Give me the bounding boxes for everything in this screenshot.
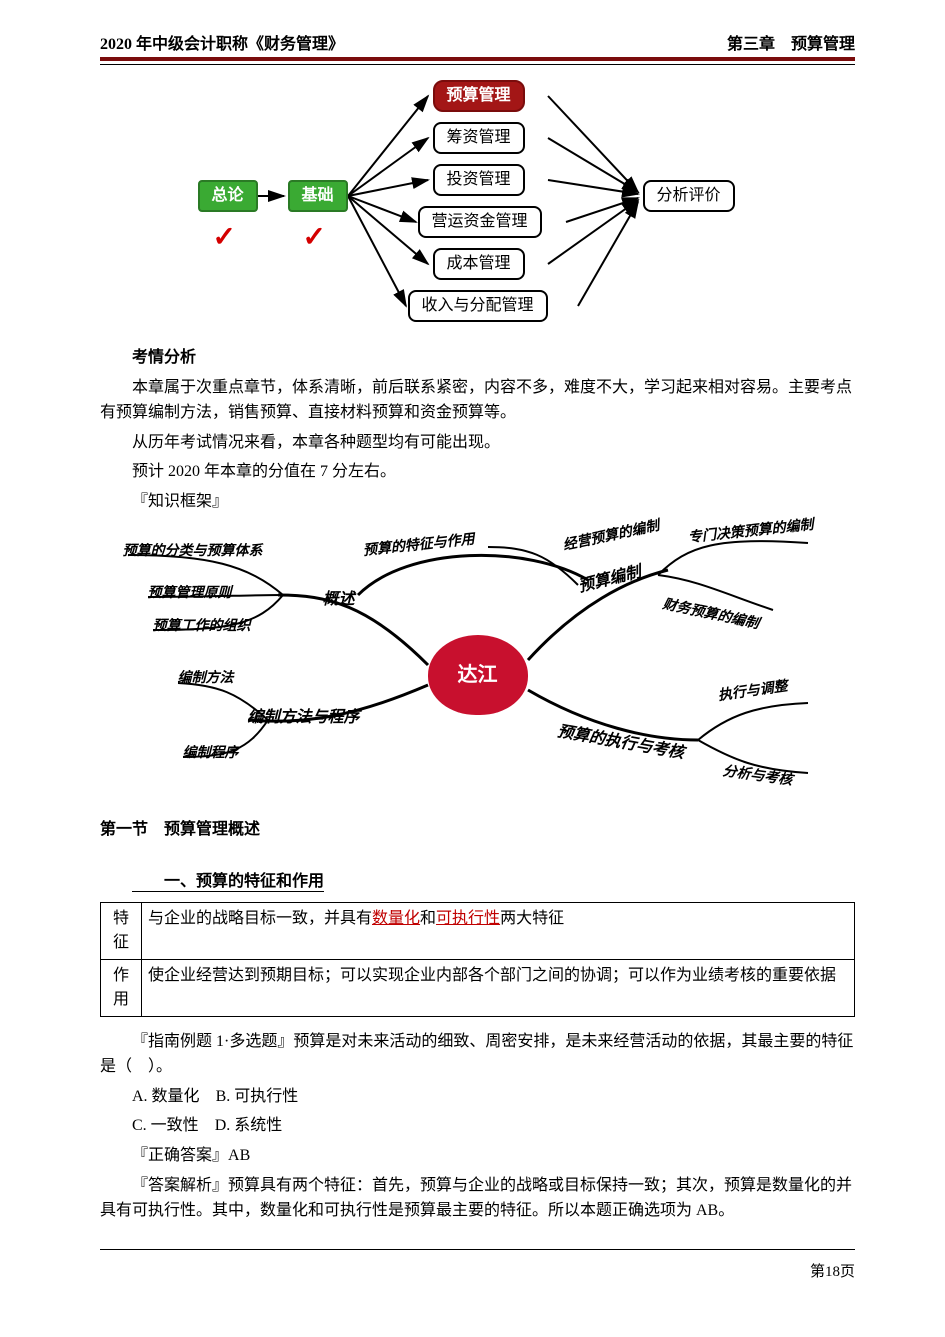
checkmark-icon: ✓ [213,220,236,254]
analysis-p2: 从历年考试情况来看，本章各种题型均有可能出现。 [100,430,855,456]
cell-r2-label: 作用 [101,959,142,1016]
mindmap-center-label: 达江 [458,664,498,686]
checkmark-icon: ✓ [303,220,326,254]
node-jichu: 基础 [288,180,348,212]
question-stem: 『指南例题 1·多选题』预算是对未来活动的细致、周密安排，是未来经营活动的依据，… [100,1029,855,1080]
node-zonglun: 总论 [198,180,258,212]
page-number: 第18页 [100,1260,855,1311]
mm-leaf-l1: 预算的分类与预算体系 [123,540,263,560]
r1-b: 数量化 [372,910,420,927]
flowchart: 总论 基础 预算管理 筹资管理 投资管理 营运资金管理 成本管理 收入与分配管理… [198,80,758,330]
opt-a: A. 数量化 [132,1088,200,1105]
question-opts-cd: C. 一致性 D. 系统性 [100,1113,855,1139]
r1-a: 与企业的战略目标一致，并具有 [148,910,372,927]
explanation-label: 『答案解析』 [132,1177,228,1194]
r1-e: 两大特征 [500,910,564,927]
node-chouzi: 筹资管理 [433,122,525,154]
mindmap-center: 达江 [428,635,528,715]
cell-r1-content: 与企业的战略目标一致，并具有数量化和可执行性两大特征 [142,902,855,959]
header-rule-thin [100,64,855,65]
explanation-line: 『答案解析』预算具有两个特征：首先，预算与企业的战略或目标保持一致；其次，预算是… [100,1173,855,1224]
header-right: 第三章 预算管理 [727,30,855,54]
table-row: 特征 与企业的战略目标一致，并具有数量化和可执行性两大特征 [101,902,855,959]
node-fenxi: 分析评价 [643,180,735,212]
mm-branch-gaishu: 概述 [323,585,355,609]
analysis-title: 考情分析 [100,345,855,371]
header-left: 2020 年中级会计职称《财务管理》 [100,30,344,54]
answer-label: 『正确答案』 [132,1147,228,1164]
node-touzi: 投资管理 [433,164,525,196]
analysis-p3: 预计 2020 年本章的分值在 7 分左右。 [100,459,855,485]
mm-leaf-l3: 预算工作的组织 [153,615,251,635]
mm-leaf-l5: 编制程序 [183,742,239,762]
header-rule-thick [100,57,855,61]
opt-b: B. 可执行性 [216,1088,299,1105]
mindmap: 达江 概述 编制方法与程序 预算编制 预算的执行与考核 预算的分类与预算体系 预… [108,525,848,795]
node-yusuan: 预算管理 [433,80,525,112]
feature-table: 特征 与企业的战略目标一致，并具有数量化和可执行性两大特征 作用 使企业经营达到… [100,902,855,1017]
opt-c: C. 一致性 [132,1117,199,1134]
section1-sub: 一、预算的特征和作用 [132,867,324,892]
question-opts-ab: A. 数量化 B. 可执行性 [100,1084,855,1110]
cell-r1-label: 特征 [101,902,142,959]
mm-leaf-l4: 编制方法 [178,667,234,687]
node-shouru: 收入与分配管理 [408,290,548,322]
mm-branch-bianzhi: 编制方法与程序 [248,703,360,727]
node-chengben: 成本管理 [433,248,525,280]
footer-rule [100,1249,855,1250]
table-row: 作用 使企业经营达到预期目标；可以实现企业内部各个部门之间的协调；可以作为业绩考… [101,959,855,1016]
mm-leaf-l2: 预算管理原则 [148,582,232,602]
node-yingyun: 营运资金管理 [418,206,542,238]
cell-r2-content: 使企业经营达到预期目标；可以实现企业内部各个部门之间的协调；可以作为业绩考核的重… [142,959,855,1016]
answer-line: 『正确答案』AB [100,1143,855,1169]
r1-d: 可执行性 [436,910,500,927]
analysis-p4: 『知识框架』 [100,489,855,515]
r1-c: 和 [420,910,436,927]
section1-title: 第一节 预算管理概述 [100,815,855,839]
answer-value: AB [228,1147,250,1164]
analysis-p1: 本章属于次重点章节，体系清晰，前后联系紧密，内容不多，难度不大，学习起来相对容易… [100,375,855,426]
opt-d: D. 系统性 [215,1117,283,1134]
